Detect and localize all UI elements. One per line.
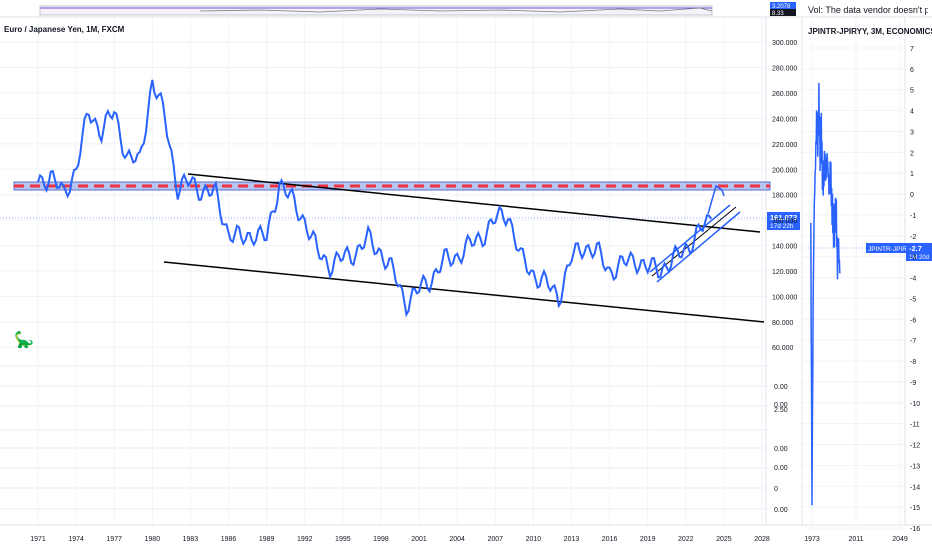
- main-x-tick: 2022: [678, 536, 694, 543]
- side-y-tick: -14: [910, 484, 920, 491]
- main-x-tick: 1983: [183, 536, 199, 543]
- main-lower-tick: 0.00: [774, 402, 788, 409]
- side-y-tick: 1: [910, 171, 914, 178]
- main-y-tick: 280.000: [772, 65, 797, 72]
- main-x-tick: 2010: [526, 536, 542, 543]
- main-x-tick: 1992: [297, 536, 313, 543]
- eurjpy-price-line: [37, 79, 713, 318]
- main-lower-tick: 0.00: [774, 446, 788, 453]
- side-current-badge: [906, 243, 932, 261]
- side-y-tick: -8: [910, 359, 916, 366]
- top-readout-1: 3.2078: [772, 4, 791, 10]
- side-y-tick: -16: [910, 526, 920, 533]
- main-x-tick: 2004: [449, 536, 465, 543]
- side-x-ticks: 1973 2011 2049: [804, 536, 908, 543]
- side-y-tick: -11: [910, 422, 920, 429]
- main-y-tick: 200.000: [772, 167, 797, 174]
- main-y-tick: 120.000: [772, 269, 797, 276]
- side-current-countdown: 1M 20d: [909, 255, 929, 261]
- main-x-tick: 1995: [335, 536, 351, 543]
- top-indicator-pane: 3.2078 8.33: [39, 2, 796, 17]
- side-y-tick: 6: [910, 67, 914, 74]
- projection-arrow[interactable]: [707, 184, 725, 215]
- main-current-price-badge: [767, 212, 800, 230]
- main-x-tick: 2013: [564, 536, 580, 543]
- channel-line-lower[interactable]: [656, 211, 741, 283]
- side-x-tick: 2049: [892, 536, 908, 543]
- main-x-tick: 2016: [602, 536, 618, 543]
- lower-trendline[interactable]: [163, 261, 765, 323]
- side-y-tick: 5: [910, 88, 914, 95]
- side-y-tick: -15: [910, 505, 920, 512]
- side-y-tick: 2: [910, 150, 914, 157]
- main-y-tick: 180.000: [772, 193, 797, 200]
- main-y-tick: 60.000: [772, 345, 794, 352]
- side-x-tick: 1973: [804, 536, 820, 543]
- main-y-tick: 260.000: [772, 91, 797, 98]
- main-x-tick: 1977: [106, 536, 122, 543]
- side-y-tick: -2: [910, 234, 916, 241]
- dinosaur-icon: 🦕: [14, 332, 34, 349]
- side-y-tick: -13: [910, 463, 920, 470]
- side-y-tick: 4: [910, 109, 914, 116]
- main-y-tick: 300.000: [772, 40, 797, 47]
- side-y-tick: -9: [910, 380, 916, 387]
- side-y-tick: -7: [910, 338, 916, 345]
- main-x-tick: 1989: [259, 536, 275, 543]
- main-current-price-value: 161.073: [770, 213, 797, 222]
- side-series-label: JPINTR-JPIRYY: [868, 246, 916, 253]
- main-x-tick: 2025: [716, 536, 732, 543]
- resistance-zone[interactable]: [13, 181, 771, 191]
- channel-line-upper[interactable]: [649, 204, 731, 273]
- main-y-tick: 160.000: [772, 218, 797, 225]
- side-y-tick: -3: [910, 255, 916, 262]
- main-x-tick: 1998: [373, 536, 389, 543]
- side-series-label-badge: [866, 243, 906, 253]
- side-x-tick: 2011: [848, 536, 863, 543]
- side-y-tick: -6: [910, 317, 916, 324]
- main-y-tick: 140.000: [772, 244, 797, 251]
- main-lower-small-tick: 2.50: [774, 407, 788, 414]
- side-y-tick: 0: [910, 192, 914, 199]
- side-y-ticks: 7 6 5 4 3 2 1 0 -1 -2 -3 -4 -5 -6 -7 -8 -9 -10 -11 -12 -13 -1…: [910, 46, 920, 533]
- main-x-tick: 2019: [640, 536, 656, 543]
- main-lower-tick: 0.00: [774, 384, 788, 391]
- main-y-tick: 80.000: [772, 320, 794, 327]
- main-x-tick: 1974: [68, 536, 84, 543]
- main-x-tick: 2007: [487, 536, 503, 543]
- main-x-tick: 1971: [30, 536, 46, 543]
- side-y-tick: -5: [910, 296, 916, 303]
- main-x-tick: 1986: [221, 536, 237, 543]
- main-y-tick: 100.000: [772, 295, 797, 302]
- main-y-ticks: 300.000 280.000 260.000 240.000 220.000 200.0…: [772, 40, 797, 352]
- main-lower-tick: 0.00: [774, 507, 788, 514]
- side-y-tick: 7: [910, 46, 914, 53]
- side-grid: [803, 17, 905, 529]
- volume-vendor-note: Vol: The data vendor doesn't provide vol…: [808, 5, 928, 15]
- main-chart-title: Euro / Japanese Yen, 1M, FXCM: [4, 25, 125, 34]
- main-y-tick: 220.000: [772, 142, 797, 149]
- main-y-tick: 240.000: [772, 116, 797, 123]
- main-lower-tick: 0: [774, 486, 778, 493]
- main-x-ticks: 1971 1974 1977 1980 1983 1986 1989 1992 1995 1998…: [30, 536, 770, 543]
- side-y-tick: -12: [910, 443, 920, 450]
- side-y-tick: 3: [910, 129, 914, 136]
- main-lower-tick: 0.00: [774, 465, 788, 472]
- side-chart-title: JPINTR-JPIRYY, 3M, ECONOMICS: [808, 27, 932, 36]
- side-y-tick: -1: [910, 213, 916, 220]
- side-y-tick: -10: [910, 401, 920, 408]
- side-y-tick: -4: [910, 276, 916, 283]
- top-readout-2: 8.33: [772, 11, 784, 17]
- main-current-price-countdown: 17d 22h: [770, 223, 794, 230]
- main-x-tick: 1980: [145, 536, 161, 543]
- main-grid: [0, 17, 766, 525]
- side-current-value: -2.7: [909, 244, 922, 253]
- jpintr-jpiryy-line: [810, 82, 841, 506]
- main-x-tick: 2001: [411, 536, 427, 543]
- main-x-tick: 2028: [754, 536, 770, 543]
